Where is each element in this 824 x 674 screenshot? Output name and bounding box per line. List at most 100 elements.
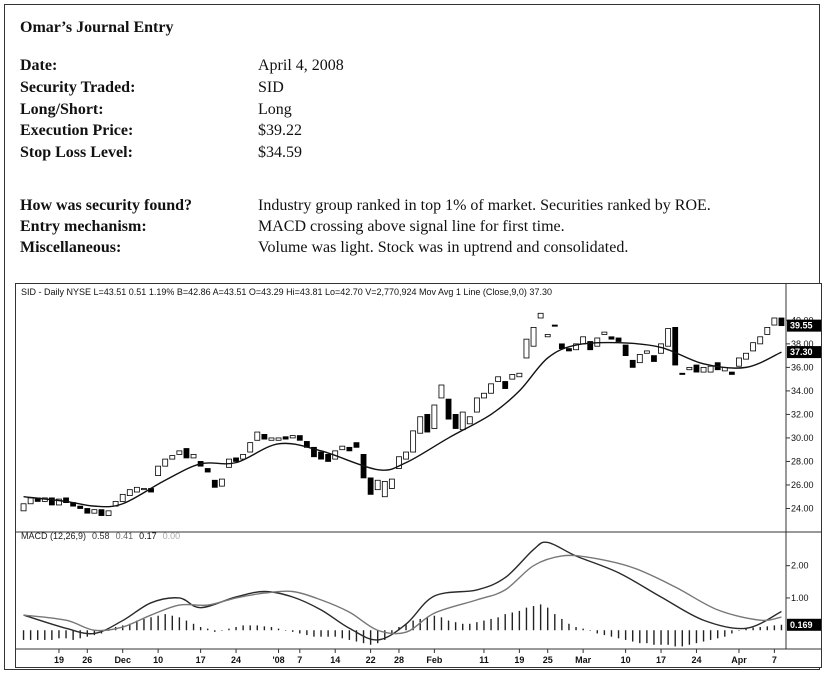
macd-histogram-bar [731, 630, 733, 634]
macd-histogram-bar [646, 630, 648, 644]
candle [190, 453, 197, 459]
macd-histogram-bar [334, 630, 336, 637]
candle [353, 442, 360, 448]
candle [119, 493, 126, 502]
macd-histogram-bar [575, 627, 577, 631]
macd-histogram-bar [221, 630, 223, 631]
macd-histogram-bar [547, 607, 549, 631]
macd-histogram-bar [51, 630, 53, 640]
macd-histogram-bar [65, 630, 67, 639]
candle [573, 343, 579, 351]
macd-histogram-bar [554, 614, 556, 631]
candle [551, 324, 558, 327]
candle [381, 481, 388, 498]
candle [318, 451, 324, 460]
candle [679, 372, 686, 375]
candle [601, 331, 608, 335]
y-tick-label: 30.00 [791, 433, 814, 443]
x-tick-label: Apr [731, 655, 747, 665]
candle [544, 334, 551, 338]
candle [615, 337, 622, 342]
macd-histogram-bar [207, 628, 209, 631]
candle [261, 434, 268, 440]
candle [247, 442, 254, 453]
macd-histogram-bar [256, 625, 258, 631]
macd-header: 0.58 [92, 531, 110, 541]
field-value: April 4, 2008 [258, 57, 344, 74]
field-value: SID [258, 79, 284, 96]
macd-histogram-bar [263, 626, 266, 631]
macd-histogram-bar [469, 623, 471, 631]
macd-histogram-bar [355, 630, 358, 642]
x-tick-label: Feb [426, 655, 443, 665]
macd-histogram-bar [490, 618, 492, 631]
macd-line [23, 554, 782, 635]
candle [566, 348, 572, 352]
macd-histogram-bar [518, 610, 521, 631]
macd-histogram-bar [525, 607, 528, 631]
candle [424, 414, 431, 433]
x-tick-label: 24 [231, 655, 241, 665]
candle [750, 342, 757, 352]
x-tick-label: 10 [153, 655, 163, 665]
macd-histogram-bar [454, 622, 457, 631]
candle [488, 383, 494, 394]
macd-histogram-bar [150, 617, 152, 631]
candle [728, 371, 735, 375]
macd-histogram-bar [292, 630, 294, 632]
macd-histogram-bar [539, 604, 542, 631]
macd-histogram-bar [136, 620, 138, 631]
macd-histogram-bar [242, 625, 244, 631]
candle [91, 509, 98, 514]
candle [466, 416, 473, 425]
price-flag [787, 346, 821, 359]
price-flag-label: 37.30 [790, 347, 813, 357]
x-tick-label: Mar [575, 655, 592, 665]
macd-histogram-bar [596, 630, 598, 634]
macd-histogram-bar [270, 627, 273, 631]
candle [84, 508, 91, 514]
candle [367, 477, 374, 495]
candle [162, 458, 169, 467]
macd-histogram-bar [745, 628, 747, 631]
x-tick-label: 22 [366, 655, 376, 665]
candle [133, 486, 140, 493]
question-value: Volume was light. Stock was in uptrend a… [258, 239, 628, 256]
macd-histogram-bar [717, 630, 719, 639]
candle [403, 451, 409, 460]
candle [502, 381, 509, 389]
candle [27, 497, 34, 505]
candle [48, 497, 55, 506]
question-value: MACD crossing above signal line for firs… [258, 218, 565, 235]
y-tick-label: 26.00 [791, 480, 814, 490]
macd-histogram-bar [504, 614, 506, 631]
candle [417, 416, 424, 434]
candle [764, 326, 771, 335]
field-label: Date: [20, 57, 57, 74]
macd-histogram-bar [497, 617, 499, 631]
macd-histogram-bar [405, 623, 407, 631]
question-value: Industry group ranked in top 1% of marke… [258, 197, 711, 214]
y-tick-label: 28.00 [791, 456, 814, 466]
macd-histogram-bar [759, 627, 761, 631]
candle [700, 366, 707, 373]
macd-histogram-bar [398, 627, 400, 631]
macd-histogram-bar [228, 628, 230, 631]
macd-histogram-bar [724, 630, 726, 637]
candle [374, 479, 381, 491]
macd-histogram-bar [660, 630, 662, 645]
macd-histogram-bar [384, 630, 386, 640]
macd-histogram-bar [22, 630, 25, 640]
macd-histogram-bar [433, 615, 436, 631]
candle [254, 431, 261, 441]
y-tick-label: 36.00 [791, 362, 814, 372]
macd-histogram-bar [72, 630, 74, 640]
macd-histogram-bar [122, 625, 124, 631]
title: Omar’s Journal Entry [20, 19, 173, 36]
field-label: Execution Price: [20, 122, 133, 139]
macd-histogram-bar [341, 630, 343, 639]
macd-tick-label: 1.00 [791, 593, 809, 603]
macd-histogram-bar [320, 630, 322, 637]
x-tick-label: '08 [272, 655, 284, 665]
